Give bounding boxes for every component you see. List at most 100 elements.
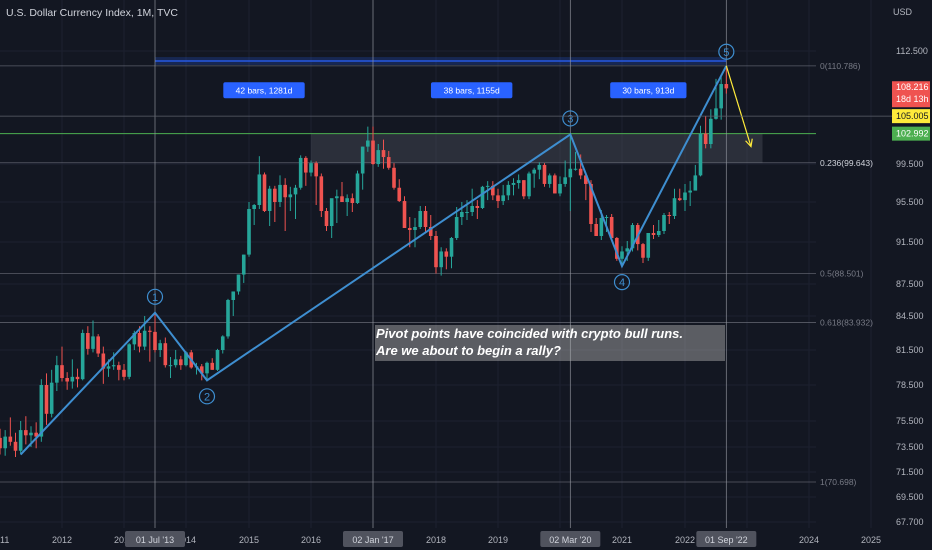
candle-body bbox=[475, 206, 480, 208]
candle-body bbox=[360, 146, 365, 174]
fib-level-label: 0(110.786) bbox=[820, 61, 861, 71]
candle-body bbox=[542, 164, 547, 184]
candle-body bbox=[184, 352, 188, 366]
candle-body bbox=[537, 164, 542, 170]
candle-body bbox=[298, 157, 303, 188]
fib-level-label: 0.618(83.932) bbox=[820, 317, 873, 327]
candle-body bbox=[96, 336, 100, 354]
candle-body bbox=[65, 378, 69, 382]
y-tick-label: 95.500 bbox=[896, 197, 924, 207]
candle-body bbox=[386, 157, 391, 168]
candle-body bbox=[39, 385, 44, 437]
candle-body bbox=[293, 187, 298, 195]
candle-body bbox=[506, 184, 511, 196]
x-marker-bg bbox=[343, 531, 403, 547]
candle-body bbox=[304, 157, 308, 173]
bar-count-label: 30 bars, 913d bbox=[622, 85, 674, 95]
annotation-line-1: Pivot points have coincided with crypto … bbox=[376, 326, 683, 341]
candle-body bbox=[376, 150, 381, 164]
price-badge-value: 108.216 bbox=[896, 82, 929, 92]
x-tick-label: 11 bbox=[0, 535, 9, 545]
candle-body bbox=[656, 231, 661, 235]
pivot-circle bbox=[718, 43, 735, 60]
x-marker-text: 01 Sep '22 bbox=[705, 535, 748, 545]
annotation-callout[interactable]: Pivot points have coincided with crypto … bbox=[375, 325, 725, 361]
candle-body bbox=[24, 430, 28, 436]
candle-body bbox=[480, 186, 485, 208]
candle-body bbox=[236, 274, 241, 292]
x-tick-label: 2024 bbox=[799, 535, 819, 545]
pivot-circle bbox=[562, 110, 579, 127]
candle-body bbox=[18, 430, 23, 451]
candle-body bbox=[563, 177, 567, 184]
x-marker-label: 02 Mar '20 bbox=[540, 531, 601, 547]
bar-count-badge: 30 bars, 913d bbox=[610, 82, 687, 99]
price-badge-bg bbox=[892, 126, 930, 141]
candle-body bbox=[70, 376, 75, 382]
candle-body bbox=[309, 163, 313, 173]
projection-arrow-head bbox=[745, 138, 753, 148]
y-tick-label: 87.500 bbox=[896, 279, 924, 289]
candle-body bbox=[547, 175, 552, 184]
candle-body bbox=[231, 291, 236, 300]
candle-body bbox=[111, 365, 116, 367]
candle-body bbox=[599, 218, 604, 236]
candle-body bbox=[724, 84, 729, 89]
pivot-circle bbox=[613, 274, 631, 291]
candle-body bbox=[49, 382, 54, 414]
candle-body bbox=[578, 168, 583, 176]
candle-body bbox=[226, 300, 230, 337]
candle-body bbox=[324, 211, 329, 226]
candle-body bbox=[355, 173, 360, 203]
fib-levels: 0(110.786) 0.236(99.643) 0.5(88.501) 0.618(… bbox=[0, 61, 873, 487]
bar-count-label: 42 bars, 1281d bbox=[236, 85, 293, 95]
candle-body bbox=[257, 174, 262, 205]
fib-level-label: 0.5(88.501) bbox=[820, 268, 864, 278]
candle-body bbox=[215, 350, 220, 370]
candle-body bbox=[60, 365, 64, 378]
candle-body bbox=[241, 254, 246, 275]
fib-level-label: 0.236(99.643) bbox=[820, 158, 873, 168]
candle-body bbox=[698, 133, 703, 176]
candle-body bbox=[672, 198, 677, 216]
candle-body bbox=[589, 183, 593, 224]
candle-body bbox=[319, 176, 324, 211]
candle-body bbox=[199, 366, 204, 374]
candle-body bbox=[454, 217, 459, 238]
candle-body bbox=[392, 167, 396, 188]
candle-body bbox=[620, 251, 624, 259]
y-tick-label: 91.500 bbox=[896, 237, 924, 247]
candle-body bbox=[584, 175, 588, 184]
candle-body bbox=[210, 362, 215, 370]
candle-body bbox=[709, 118, 713, 145]
candle-body bbox=[247, 209, 251, 255]
x-tick-label: 2016 bbox=[301, 535, 321, 545]
y-tick-label: 69.500 bbox=[896, 492, 924, 502]
pivot-pattern-line bbox=[19, 65, 728, 456]
candle-body bbox=[714, 108, 718, 119]
candle-body bbox=[132, 333, 137, 345]
candle-body bbox=[267, 188, 272, 211]
candle-body bbox=[485, 185, 490, 187]
y-tick-label: 71.500 bbox=[896, 467, 924, 477]
pivot-label: 5 bbox=[723, 47, 729, 59]
y-tick-label: 73.500 bbox=[896, 442, 924, 452]
x-marker-text: 02 Jan '17 bbox=[352, 535, 393, 545]
price-badge-bg bbox=[892, 109, 930, 124]
candle-body bbox=[651, 233, 656, 235]
pivot-label: 4 bbox=[619, 277, 625, 289]
y-tick-label: 67.700 bbox=[896, 517, 924, 527]
candle-body bbox=[511, 183, 516, 185]
candle-body bbox=[148, 330, 152, 332]
candle-body bbox=[350, 198, 355, 203]
bar-count-bg bbox=[430, 82, 513, 99]
candle-body bbox=[117, 365, 121, 370]
y-tick-label: 75.500 bbox=[896, 416, 924, 426]
candle-body bbox=[137, 333, 142, 347]
candle-body bbox=[205, 362, 209, 374]
candle-body bbox=[496, 195, 500, 202]
candle-body bbox=[179, 359, 183, 366]
x-marker-text: 02 Mar '20 bbox=[549, 535, 591, 545]
candle-body bbox=[3, 436, 7, 449]
